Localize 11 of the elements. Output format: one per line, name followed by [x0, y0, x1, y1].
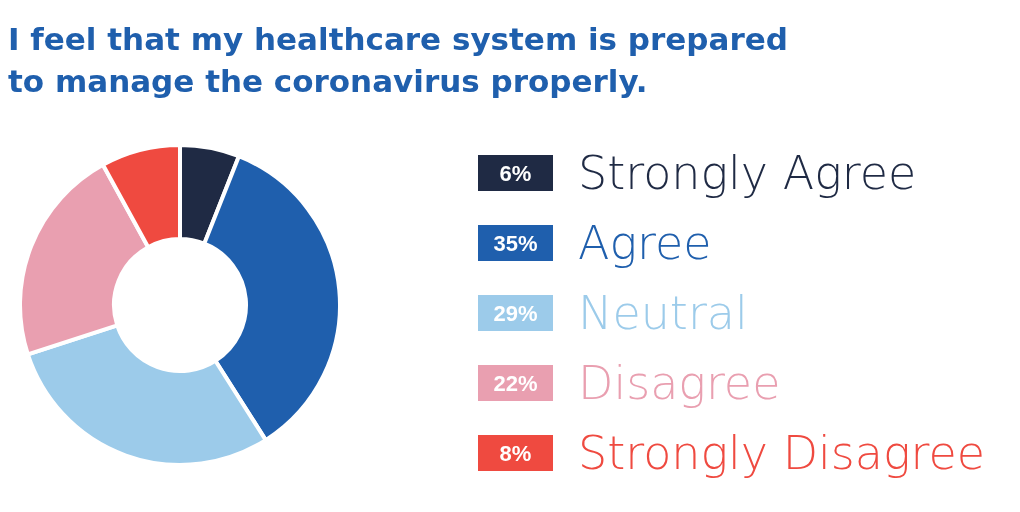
data-label: 29% [493, 301, 538, 326]
data-label: 8% [499, 441, 532, 466]
data-label: 22% [493, 371, 538, 396]
legend-label: Strongly Disagree [578, 426, 986, 480]
legend-label: Strongly Agree [578, 146, 917, 200]
legend-label: Disagree [578, 356, 781, 410]
legend-label: Agree [578, 216, 712, 270]
data-label: 35% [493, 231, 538, 256]
data-label: 6% [499, 161, 532, 186]
legend-label: Neutral [578, 286, 748, 340]
chart-title: I feel that my healthcare system is prepared to manage the coronavirus properly. [8, 21, 788, 99]
